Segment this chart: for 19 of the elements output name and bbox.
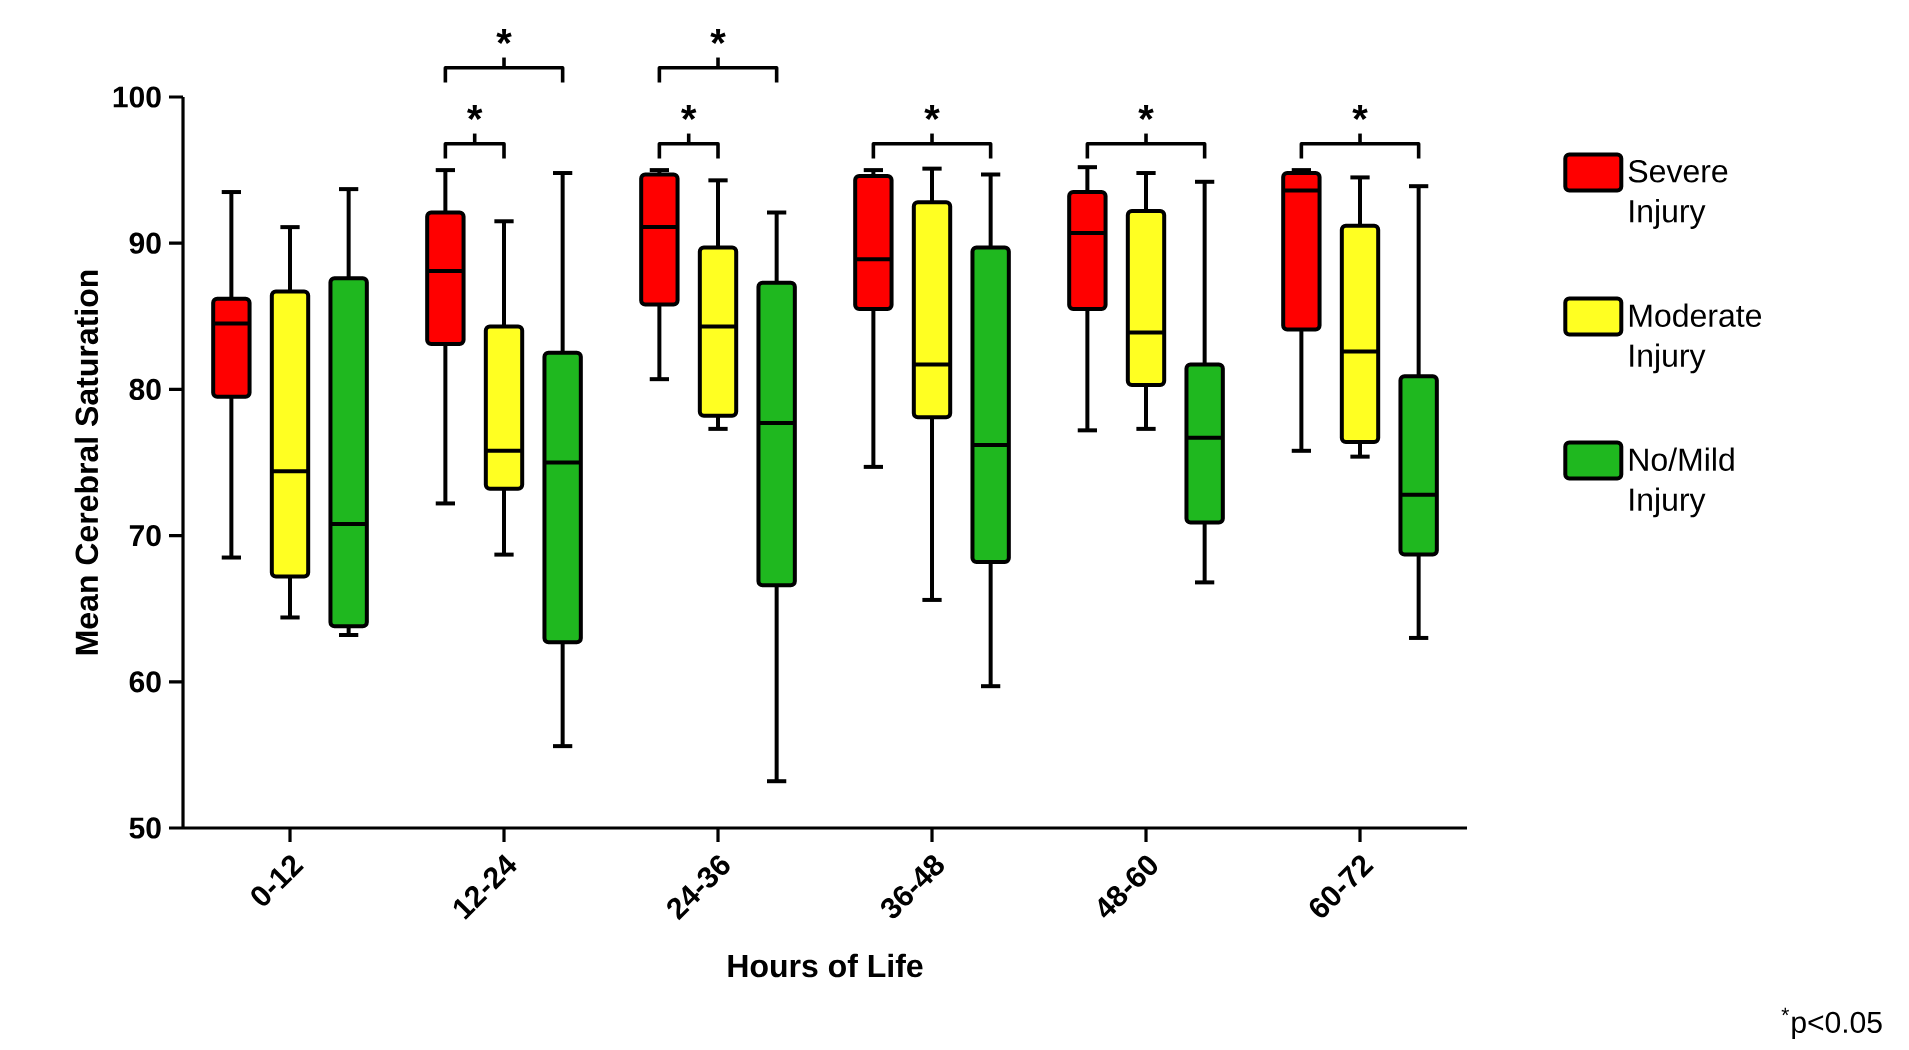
y-tick-label: 90	[129, 232, 161, 254]
annotation: *	[1138, 105, 1154, 120]
legend-label: No/Mild Injury	[1629, 447, 1734, 518]
annotation: *	[467, 105, 483, 120]
y-tick-label: 70	[129, 524, 161, 547]
y-tick-label: 50	[129, 817, 161, 839]
legend-label: Severe Injury	[1628, 159, 1728, 229]
text: *	[496, 29, 512, 44]
text: *	[710, 29, 726, 44]
legend-label: Moderate Injury	[1629, 303, 1762, 374]
y-tick-label: 60	[129, 671, 161, 693]
y-tick-label: 100	[113, 86, 161, 108]
x-axis-title: Hours of Life	[728, 953, 923, 978]
annotation: *	[1352, 105, 1368, 120]
text: $^{*}$p<0.05	[1781, 1007, 1882, 1039]
y-axis-title: Mean Cerebral Saturation	[74, 270, 99, 655]
annotation: *	[924, 105, 940, 120]
y-tick-label: 80	[129, 378, 161, 401]
annotation: *	[681, 105, 697, 120]
